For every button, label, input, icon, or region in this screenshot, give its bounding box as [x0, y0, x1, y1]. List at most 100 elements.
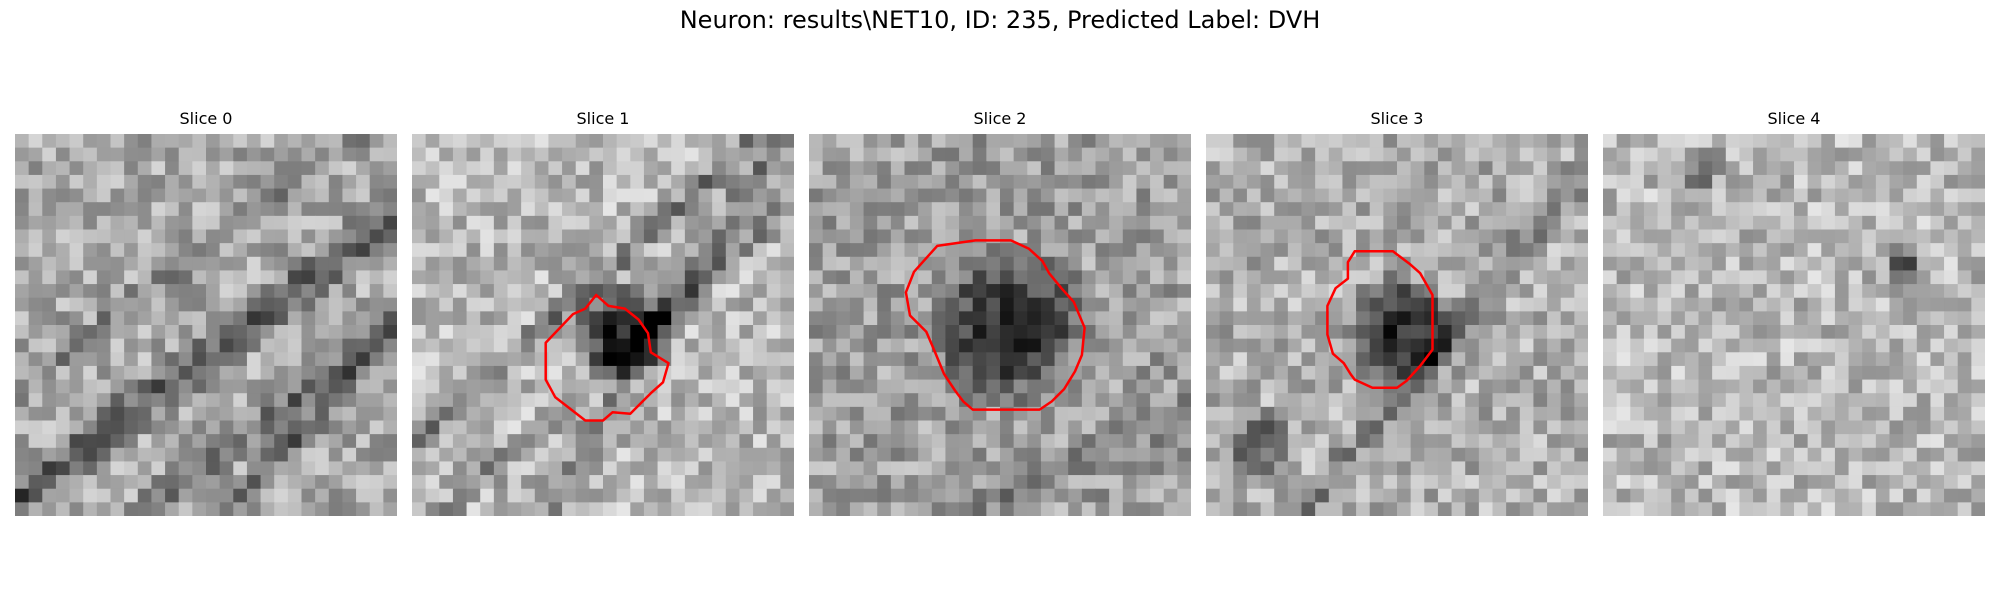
pixel-cell	[1478, 229, 1493, 244]
pixel-cell	[603, 161, 618, 176]
pixel-cell	[904, 188, 919, 203]
pixel-cell	[83, 202, 98, 217]
pixel-cell	[137, 215, 152, 230]
pixel-cell	[1013, 352, 1028, 367]
pixel-cell	[124, 325, 139, 340]
pixel-cell	[124, 434, 139, 449]
pixel-cell	[452, 174, 468, 190]
pixel-cell	[1233, 434, 1248, 449]
pixel-cell	[1410, 161, 1425, 176]
pixel-cell	[1437, 406, 1453, 421]
pixel-cell	[1560, 461, 1575, 476]
pixel-cell	[439, 229, 454, 244]
pixel-cell	[1397, 461, 1412, 476]
pixel-cell	[1916, 420, 1931, 435]
pixel-cell	[178, 325, 193, 340]
pixel-cell	[959, 174, 974, 190]
pixel-cell	[1821, 188, 1836, 203]
pixel-cell	[110, 352, 125, 367]
pixel-cell	[1807, 256, 1822, 271]
pixel-cell	[1233, 311, 1248, 326]
pixel-cell	[1574, 202, 1588, 217]
pixel-cell	[1862, 174, 1877, 190]
pixel-cell	[822, 161, 837, 176]
pixel-cell	[110, 502, 125, 516]
pixel-cell	[1315, 311, 1330, 326]
pixel-cell	[1177, 447, 1191, 462]
pixel-cell	[1492, 147, 1507, 162]
pixel-cell	[1136, 297, 1151, 312]
pixel-cell	[1356, 447, 1371, 462]
pixel-cell	[657, 447, 672, 462]
pixel-cell	[1780, 297, 1795, 312]
pixel-cell	[739, 338, 754, 353]
pixel-cell	[1095, 461, 1110, 476]
pixel-cell	[1780, 229, 1795, 244]
pixel-cell	[1533, 352, 1548, 367]
pixel-cell	[1739, 461, 1754, 476]
pixel-cell	[1437, 338, 1453, 353]
pixel-cell	[124, 338, 139, 353]
pixel-cell	[96, 229, 111, 244]
pixel-cell	[1013, 434, 1028, 449]
pixel-cell	[904, 352, 919, 367]
pixel-cell	[1451, 393, 1466, 408]
pixel-cell	[206, 161, 221, 176]
pixel-cell	[698, 270, 713, 285]
pixel-cell	[904, 502, 919, 516]
pixel-cell	[1780, 174, 1795, 190]
pixel-cell	[1000, 488, 1015, 503]
pixel-cell	[698, 174, 713, 190]
pixel-cell	[1712, 420, 1727, 435]
pixel-cell	[1506, 174, 1521, 190]
pixel-cell	[206, 174, 221, 190]
pixel-cell	[562, 488, 577, 503]
pixel-cell	[931, 461, 946, 476]
pixel-cell	[1315, 256, 1330, 271]
pixel-cell	[493, 134, 508, 149]
pixel-cell	[780, 447, 794, 462]
pixel-cell	[589, 215, 604, 230]
pixel-cell	[1397, 420, 1412, 435]
pixel-cell	[124, 475, 139, 490]
pixel-cell	[1794, 243, 1809, 258]
pixel-cell	[1957, 488, 1972, 503]
pixel-cell	[1301, 256, 1316, 271]
pixel-cell	[548, 311, 563, 326]
pixel-cell	[1301, 406, 1316, 421]
pixel-cell	[931, 338, 946, 353]
pixel-cell	[1739, 147, 1754, 162]
pixel-cell	[890, 134, 905, 149]
pixel-cell	[1206, 406, 1221, 421]
pixel-cell	[260, 256, 275, 271]
pixel-cell	[96, 270, 111, 285]
pixel-cell	[1807, 325, 1822, 340]
pixel-cell	[274, 406, 289, 421]
pixel-cell	[356, 243, 371, 258]
pixel-cell	[1712, 379, 1727, 394]
pixel-cell	[1301, 488, 1316, 503]
pixel-cell	[1616, 161, 1631, 176]
pixel-cell	[1862, 393, 1877, 408]
pixel-cell	[959, 256, 974, 271]
pixel-cell	[918, 284, 933, 299]
pixel-cell	[1301, 284, 1316, 299]
pixel-cell	[725, 393, 740, 408]
pixel-cell	[1807, 352, 1822, 367]
pixel-cell	[55, 297, 71, 312]
pixel-cell	[466, 379, 481, 394]
pixel-cell	[466, 188, 481, 203]
pixel-cell	[890, 270, 905, 285]
pixel-cell	[1916, 502, 1931, 516]
pixel-cell	[766, 229, 781, 244]
pixel-cell	[178, 352, 193, 367]
pixel-cell	[1533, 161, 1548, 176]
pixel-cell	[959, 134, 974, 149]
pixel-cell	[575, 147, 590, 162]
pixel-cell	[849, 174, 865, 190]
pixel-cell	[849, 461, 865, 476]
pixel-cell	[603, 338, 618, 353]
pixel-cell	[246, 338, 262, 353]
slice-panel: Slice 4	[1603, 108, 1985, 516]
pixel-cell	[959, 297, 974, 312]
